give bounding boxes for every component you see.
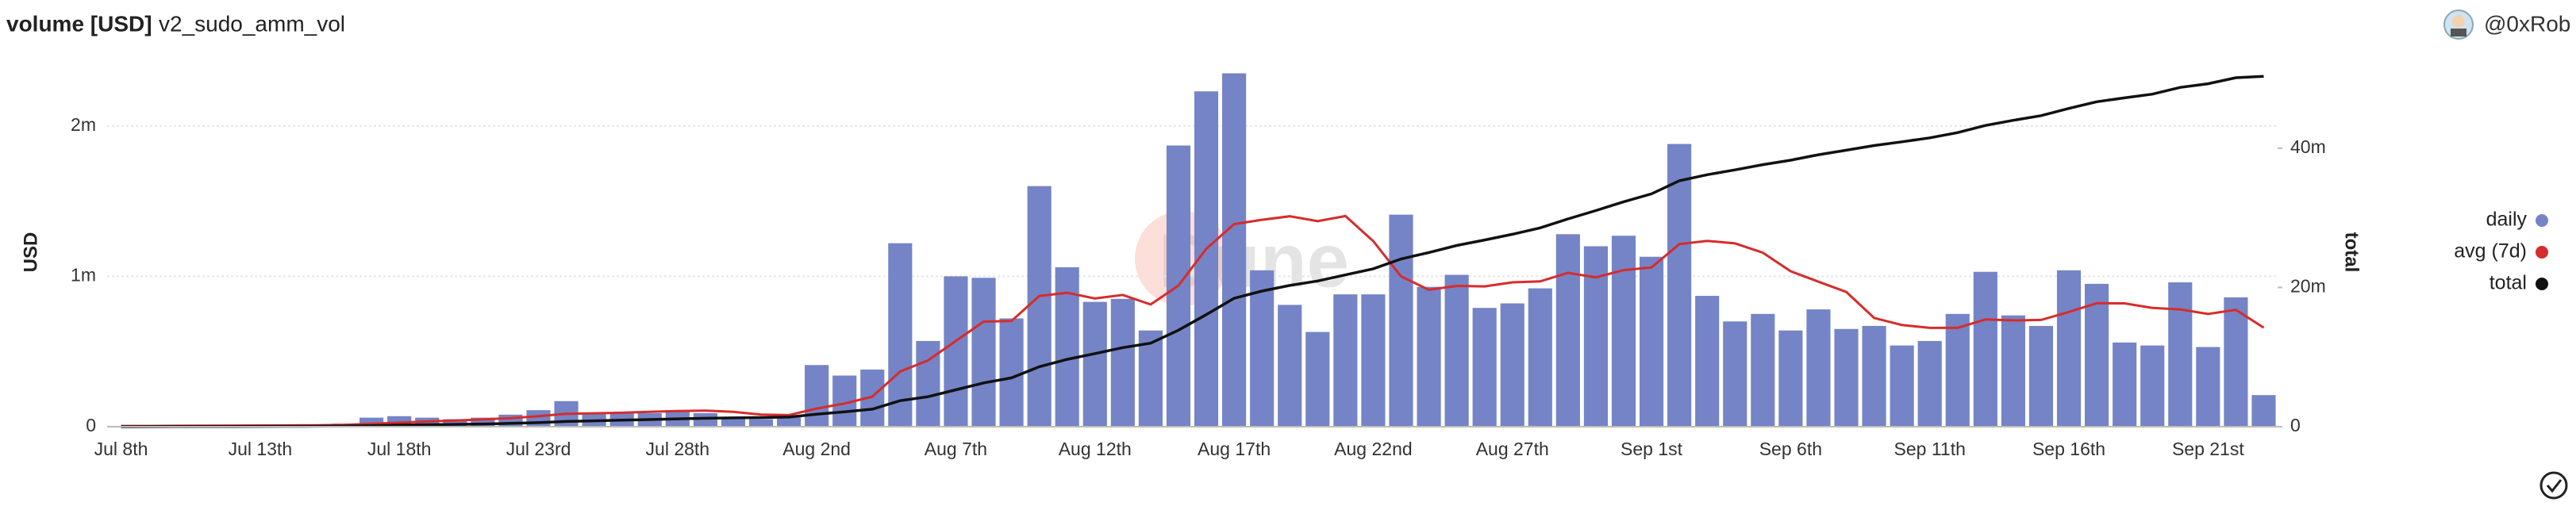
x-tick-label: Aug 7th [925, 439, 987, 459]
legend-marker [2536, 278, 2548, 290]
bar [999, 318, 1024, 427]
x-tick-label: Jul 28th [646, 439, 710, 459]
bar [1667, 144, 1692, 427]
bar [776, 416, 802, 427]
bar [1250, 270, 1275, 427]
bar [1389, 214, 1413, 427]
x-tick-label: Sep 21st [2172, 439, 2244, 459]
bar [1027, 186, 1052, 427]
legend-marker [2536, 246, 2548, 259]
bar [1778, 330, 1803, 427]
x-tick-label: Aug 12th [1059, 439, 1132, 459]
bar [2251, 395, 2276, 427]
y-tick-label: 0 [86, 415, 96, 435]
bar [1333, 294, 1358, 427]
y2-tick-label: 40m [2290, 136, 2326, 157]
bar [2028, 325, 2054, 427]
x-tick-label: Jul 13th [229, 439, 293, 459]
bar [2140, 345, 2165, 427]
bar [1806, 309, 1831, 427]
bar [1417, 286, 1441, 427]
bar [748, 419, 774, 427]
bar [693, 412, 717, 427]
bar [1834, 328, 1859, 427]
bar [2001, 315, 2025, 427]
bar [1222, 73, 1247, 427]
bar [721, 419, 746, 427]
chart-title: volume [USD] [6, 11, 152, 36]
bar [1751, 313, 1775, 427]
legend-label: avg (7d) [2454, 240, 2527, 263]
x-tick-label: Jul 8th [94, 439, 148, 459]
bar [1082, 301, 1107, 427]
bar [2085, 283, 2109, 427]
bar [1472, 308, 1497, 427]
bar [805, 365, 829, 427]
user-avatar [2443, 10, 2474, 40]
legend-label: total [2489, 272, 2527, 294]
x-tick-label: Sep 11th [1894, 439, 1966, 459]
bar [471, 417, 495, 427]
bar [944, 276, 968, 427]
line [121, 214, 2265, 427]
bar [1917, 340, 1942, 427]
bar [1555, 234, 1580, 427]
bar [1055, 267, 1079, 427]
x-tick-label: Aug 2nd [782, 439, 851, 459]
y2-tick-label: 20m [2290, 276, 2326, 297]
bar [1862, 325, 1886, 427]
x-tick-label: Sep 16th [2032, 439, 2105, 459]
x-tick-label: Aug 27th [1476, 439, 1549, 459]
bar [1528, 288, 1552, 427]
bar [1611, 236, 1636, 427]
bar [359, 417, 384, 427]
query-name: v2_sudo_amm_vol [159, 11, 345, 36]
bar [1500, 303, 1524, 427]
bar [971, 278, 996, 427]
bar [1110, 298, 1135, 427]
bar [1583, 246, 1609, 427]
bar [1723, 321, 1747, 427]
check-icon[interactable] [2539, 471, 2568, 500]
legend-label: daily [2486, 209, 2528, 231]
bar [1890, 345, 1914, 427]
x-tick-label: Sep 1st [1621, 439, 1683, 459]
bar [1305, 332, 1330, 427]
bar [1695, 296, 1720, 427]
x-tick-label: Aug 17th [1198, 439, 1271, 459]
legend-marker [2536, 214, 2548, 227]
bar [1444, 274, 1469, 427]
bar [1278, 305, 1302, 427]
y2-tick-label: 0 [2290, 415, 2301, 435]
user-name: @0xRob [2484, 11, 2570, 36]
x-tick-label: Jul 23rd [506, 439, 571, 459]
bar [2056, 270, 2082, 427]
bar [888, 243, 913, 427]
bar [2168, 282, 2193, 427]
bar [1973, 271, 1997, 427]
bar [2196, 347, 2220, 427]
bar [2113, 342, 2137, 427]
bar [1361, 294, 1386, 427]
x-tick-label: Sep 6th [1759, 439, 1822, 459]
x-tick-label: Aug 22nd [1334, 439, 1412, 459]
bar [443, 419, 467, 427]
bar [1945, 313, 1970, 427]
line [121, 75, 2264, 428]
x-tick-label: Jul 18th [367, 439, 432, 459]
y-axis-title: USD [20, 232, 41, 273]
y2-axis-title: total [2341, 232, 2363, 273]
y-tick-label: 2m [71, 114, 96, 135]
bar [1138, 330, 1163, 427]
y-tick-label: 1m [71, 264, 96, 285]
bar [1639, 256, 1664, 427]
bar [2224, 297, 2248, 427]
